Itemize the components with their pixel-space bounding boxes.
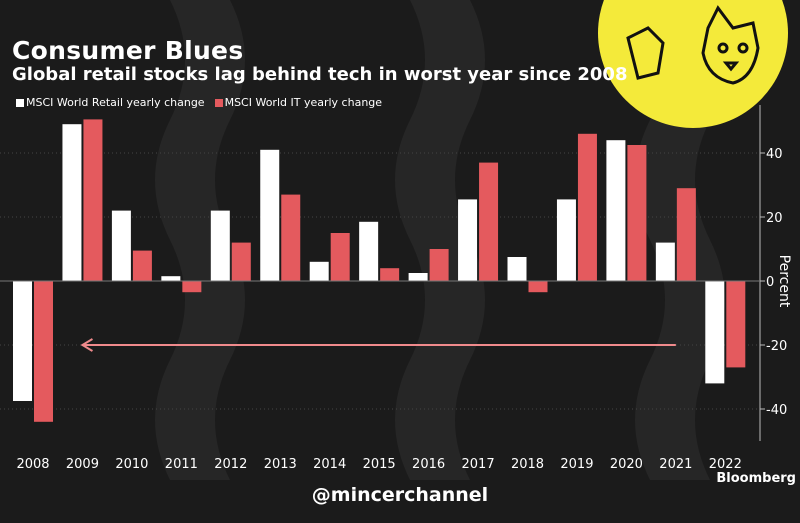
legend-item-it: MSCI World IT yearly change	[214, 96, 383, 109]
it-bar-2014	[330, 233, 350, 281]
cat-logo	[598, 0, 788, 128]
y-tick-label: 40	[766, 147, 783, 162]
y-tick-label: -40	[766, 403, 787, 418]
x-tick-label: 2022	[709, 457, 742, 472]
retail-bar-2020	[606, 140, 626, 281]
it-bar-2009	[83, 119, 103, 282]
retail-bar-2009	[62, 124, 82, 281]
it-bar-2012	[231, 242, 251, 281]
legend-label-retail: MSCI World Retail yearly change	[26, 96, 205, 109]
retail-bar-2019	[556, 199, 576, 281]
watermark: @mincerchannel	[311, 484, 489, 506]
legend: MSCI World Retail yearly change MSCI Wor…	[16, 96, 382, 109]
y-tick-label: 20	[766, 211, 783, 226]
x-tick-label: 2011	[165, 457, 198, 472]
x-tick-label: 2017	[462, 457, 495, 472]
it-bar-2018	[528, 281, 548, 293]
retail-bar-2017	[458, 199, 478, 281]
it-bar-2010	[132, 250, 152, 281]
retail-bar-2018	[507, 257, 527, 281]
legend-item-retail: MSCI World Retail yearly change	[16, 96, 205, 109]
retail-bar-2012	[210, 210, 230, 281]
y-tick-label: -20	[766, 339, 787, 354]
y-axis-label: Percent	[776, 255, 792, 308]
it-bar-2022	[726, 281, 746, 368]
x-tick-label: 2019	[560, 457, 593, 472]
retail-bar-2016	[408, 273, 428, 281]
x-tick-label: 2015	[363, 457, 396, 472]
it-bar-2011	[182, 281, 202, 293]
it-bar-2021	[676, 188, 696, 281]
x-tick-label: 2020	[610, 457, 643, 472]
x-tick-label: 2012	[214, 457, 247, 472]
x-tick-label: 2013	[264, 457, 297, 472]
it-bar-2016	[429, 249, 449, 281]
retail-bar-2010	[111, 210, 131, 281]
legend-label-it: MSCI World IT yearly change	[224, 96, 383, 109]
retail-bar-2022	[705, 281, 725, 384]
legend-swatch-it	[214, 98, 223, 107]
retail-bar-2013	[260, 149, 280, 281]
chart-subtitle: Global retail stocks lag behind tech in …	[12, 64, 628, 85]
retail-bar-2021	[655, 242, 675, 281]
legend-swatch-retail	[16, 98, 24, 107]
it-bar-2008	[34, 281, 53, 422]
retail-bar-2011	[161, 276, 181, 281]
x-tick-label: 2008	[16, 457, 49, 472]
chart-title: Consumer Blues	[12, 36, 244, 65]
it-bar-2013	[281, 194, 301, 281]
x-tick-label: 2009	[66, 457, 99, 472]
arrow-head-icon	[80, 338, 93, 352]
retail-bar-2015	[359, 221, 379, 281]
it-bar-2017	[479, 162, 499, 281]
x-tick-label: 2016	[412, 457, 445, 472]
x-tick-label: 2014	[313, 457, 346, 472]
it-bar-2020	[627, 145, 647, 281]
bloomberg-logo: Bloomberg	[716, 471, 796, 486]
x-tick-label: 2010	[115, 457, 148, 472]
retail-bar-2008	[13, 281, 32, 401]
y-tick-label: 0	[766, 275, 774, 290]
x-tick-label: 2021	[659, 457, 692, 472]
cartoon-cats-icon	[626, 5, 760, 85]
it-bar-2019	[577, 133, 597, 281]
retail-bar-2014	[309, 261, 329, 281]
x-tick-label: 2018	[511, 457, 544, 472]
it-bar-2015	[380, 268, 400, 281]
